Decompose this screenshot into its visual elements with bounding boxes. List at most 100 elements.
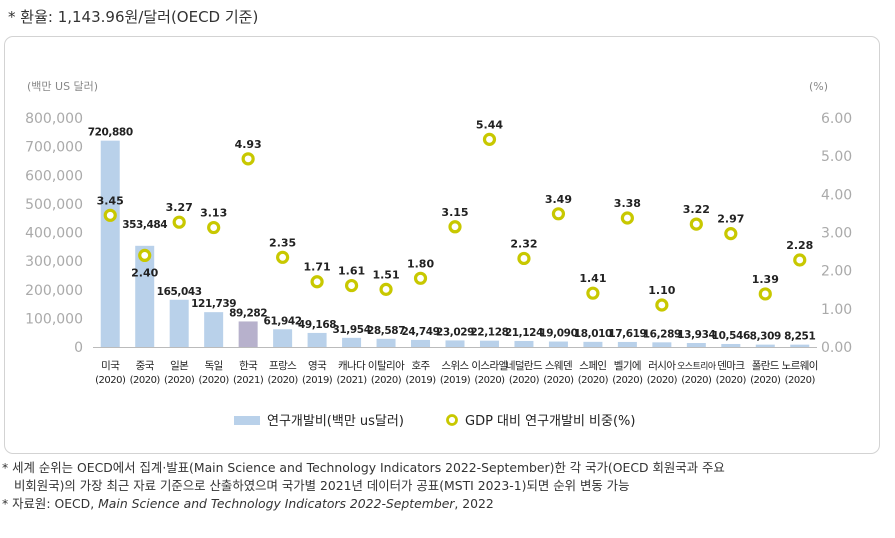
source-title: Main Science and Technology Indicators 2… (98, 496, 455, 511)
x-tick-label: 중국 (136, 360, 155, 372)
x-tick-label: 오스트리아 (677, 361, 717, 372)
x-tick-label: 캐나다 (338, 360, 366, 372)
bar-value-label: 19,090 (539, 328, 577, 340)
bar-value-label: 49,168 (298, 319, 336, 331)
bar-value-label: 10,546 (712, 330, 750, 342)
ratio-value-label: 1.80 (407, 257, 434, 270)
y-tick-label: 500,000 (25, 197, 83, 213)
bar-value-label: 21,124 (505, 327, 543, 339)
ratio-marker-3 (172, 215, 186, 229)
y2-tick-label: 5.00 (821, 149, 852, 165)
bar-7 (307, 332, 327, 347)
y-tick-label: 600,000 (25, 168, 83, 184)
x-tick-year: (2019) (302, 375, 333, 386)
ratio-marker-18 (689, 217, 703, 231)
bar-15 (583, 341, 603, 347)
bar-20 (755, 344, 775, 347)
x-tick-year: (2019) (440, 375, 471, 386)
bar-10 (411, 339, 431, 347)
x-tick-label: 영국 (308, 360, 327, 372)
x-tick-label: 이스라엘 (471, 359, 507, 372)
ratio-marker-9 (379, 282, 393, 296)
x-tick-label: 네덜란드 (506, 360, 543, 372)
ratio-value-label: 5.44 (476, 118, 503, 131)
bar-21 (790, 344, 810, 347)
bar-value-label: 22,128 (470, 327, 508, 339)
bar-value-label: 24,749 (401, 326, 439, 338)
x-tick-year: (2020) (267, 375, 298, 386)
ratio-value-label: 2.40 (131, 266, 158, 279)
y-tick-label: 300,000 (25, 254, 83, 270)
bar-2 (135, 245, 155, 347)
ratio-value-label: 1.41 (579, 272, 606, 285)
x-tick-label: 폴란드 (752, 360, 780, 372)
x-tick-year: (2020) (474, 375, 505, 386)
x-tick-year: (2019) (405, 375, 436, 386)
y2-tick-label: 0.00 (821, 340, 852, 356)
legend-bar-label: 연구개발비(백만 us달러) (267, 414, 404, 429)
x-tick-year: (2020) (543, 375, 574, 386)
ratio-value-label: 2.35 (269, 236, 296, 249)
x-tick-label: 일본 (170, 359, 189, 372)
bar-value-label: 16,289 (643, 328, 681, 340)
ratio-value-label: 3.38 (614, 197, 641, 210)
bar-11 (445, 340, 465, 347)
bar-14 (548, 341, 568, 347)
ratio-value-label: 3.27 (166, 201, 193, 214)
ratio-value-label: 2.28 (786, 239, 813, 252)
y2-tick-label: 4.00 (821, 187, 852, 203)
ratio-marker-21 (793, 253, 807, 267)
bar-value-label: 89,282 (229, 307, 267, 319)
ratio-marker-2 (138, 248, 152, 262)
ratio-value-label: 1.39 (752, 273, 779, 286)
ratio-value-label: 1.10 (648, 284, 675, 297)
bar-5 (238, 321, 258, 347)
x-tick-label: 스페인 (579, 360, 606, 372)
bar-value-label: 8,309 (750, 331, 781, 343)
x-tick-year: (2020) (578, 375, 609, 386)
bar-value-label: 61,942 (264, 315, 302, 327)
bar-18 (686, 343, 706, 347)
bar-value-label: 165,043 (157, 286, 202, 298)
chart: (백만 US 달러) (%) 0 100,000 200,000 300,000 400,0… (25, 80, 852, 429)
x-tick-year: (2021) (336, 375, 367, 386)
ratio-value-label: 3.15 (441, 206, 468, 219)
ratio-marker-6 (276, 250, 290, 264)
x-tick-year: (2020) (716, 375, 747, 386)
ratio-marker-11 (448, 220, 462, 234)
x-tick-label: 덴마크 (717, 360, 745, 372)
ratio-marker-7 (310, 275, 324, 289)
y-tick-label: 200,000 (25, 283, 83, 299)
y-tick-label: 0 (74, 340, 83, 356)
ratio-value-label: 3.45 (97, 194, 124, 207)
ratio-marker-12 (482, 132, 497, 146)
x-tick-year: (2020) (509, 375, 540, 386)
source-prefix: * 자료원: OECD, (2, 496, 99, 511)
ratio-value-label: 4.93 (235, 138, 262, 151)
footnote-line-1: * 세계 순위는 OECD에서 집계·발표(Main Science and T… (2, 460, 725, 475)
x-tick-label: 독일 (205, 359, 223, 372)
y2-tick-label: 1.00 (821, 302, 852, 318)
y-tick-label: 100,000 (25, 311, 83, 327)
bar-9 (376, 338, 396, 347)
x-tick-year: (2020) (785, 375, 816, 386)
ratio-marker-1 (103, 208, 117, 222)
y2-tick-label: 6.00 (821, 111, 852, 127)
footnote-line-2: 비회원국)의 가장 최근 자료 기준으로 산출하였으며 국가별 2021년 데이… (14, 478, 630, 493)
x-tick-label: 러시아 (648, 360, 676, 372)
bar-value-label: 720,880 (88, 127, 133, 139)
bar-value-label: 28,587 (367, 325, 405, 337)
ratio-marker-13 (517, 251, 531, 266)
chart-panel: (백만 US 달러) (%) 0 100,000 200,000 300,000 400,0… (4, 36, 880, 454)
x-tick-year: (2020) (130, 375, 161, 386)
legend-marker-label: GDP 대비 연구개발비 비중(%) (465, 414, 635, 429)
x-tick-year: (2020) (164, 375, 195, 386)
x-tick-label: 스웨덴 (545, 360, 572, 372)
bar-value-label: 353,484 (122, 219, 167, 231)
ratio-marker-4 (207, 220, 221, 235)
ratio-marker-20 (758, 287, 772, 301)
bar-13 (514, 340, 534, 347)
bar-12 (479, 340, 499, 347)
bar-1 (100, 140, 120, 347)
x-tick-label: 호주 (411, 360, 430, 372)
